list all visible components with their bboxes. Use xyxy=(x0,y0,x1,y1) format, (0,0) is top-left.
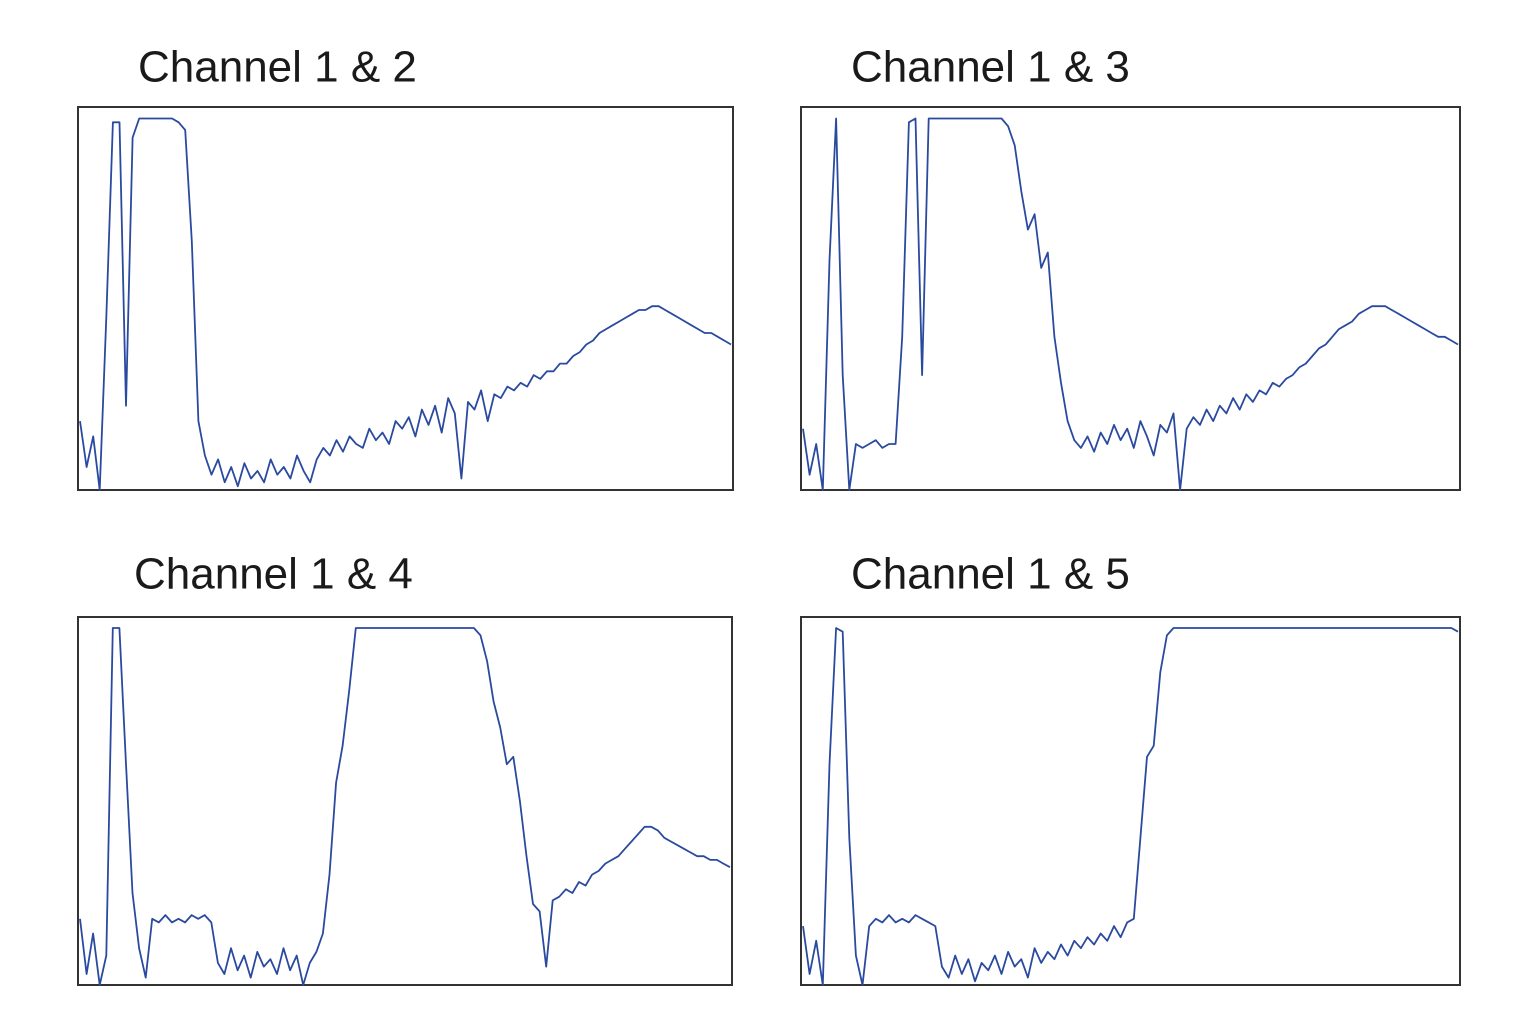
plot-frame xyxy=(77,616,733,986)
signal-line xyxy=(79,117,732,491)
chart-title: Channel 1 & 4 xyxy=(134,550,413,599)
plot-frame xyxy=(800,106,1461,491)
signal-line xyxy=(79,627,731,986)
plot-frame xyxy=(77,106,734,491)
chart-title: Channel 1 & 3 xyxy=(851,43,1130,92)
signal-line xyxy=(802,627,1459,986)
signal-line xyxy=(802,117,1459,491)
plot-frame xyxy=(800,616,1461,986)
chart-title: Channel 1 & 5 xyxy=(851,550,1130,599)
chart-title: Channel 1 & 2 xyxy=(138,43,417,92)
